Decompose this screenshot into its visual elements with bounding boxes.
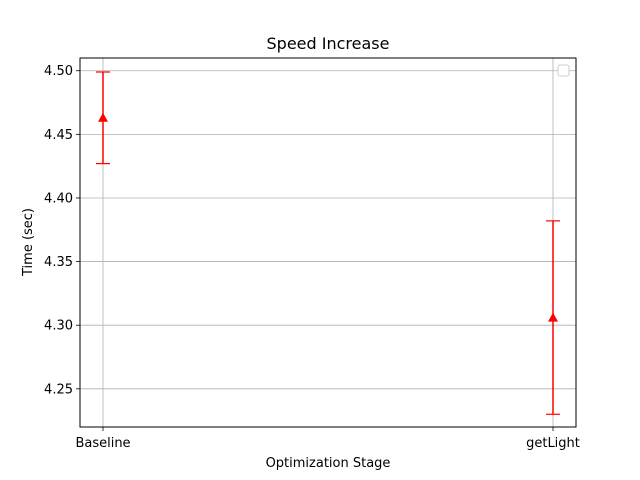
y-axis-label: Time (sec) <box>21 208 36 277</box>
y-tick-label: 4.50 <box>44 64 73 79</box>
y-tick-label: 4.30 <box>44 319 73 334</box>
y-tick-label: 4.25 <box>44 382 73 397</box>
y-tick-label: 4.45 <box>44 128 73 143</box>
data-point-marker <box>548 312 558 322</box>
data-marks <box>96 71 560 415</box>
x-tick-label: Baseline <box>75 436 130 451</box>
chart-title: Speed Increase <box>267 34 390 53</box>
x-axis-label: Optimization Stage <box>266 456 391 471</box>
x-tick-label: getLight <box>526 436 580 451</box>
y-axis-ticks: 4.25 4.30 4.35 4.40 4.45 4.50 <box>44 64 80 397</box>
data-point-marker <box>98 112 108 122</box>
plot-frame <box>79 57 577 428</box>
y-tick-label: 4.35 <box>44 255 73 270</box>
y-tick-label: 4.40 <box>44 191 73 206</box>
x-axis-ticks: Baseline getLight <box>75 427 580 451</box>
grid-lines <box>80 58 576 427</box>
legend-box <box>557 64 570 77</box>
